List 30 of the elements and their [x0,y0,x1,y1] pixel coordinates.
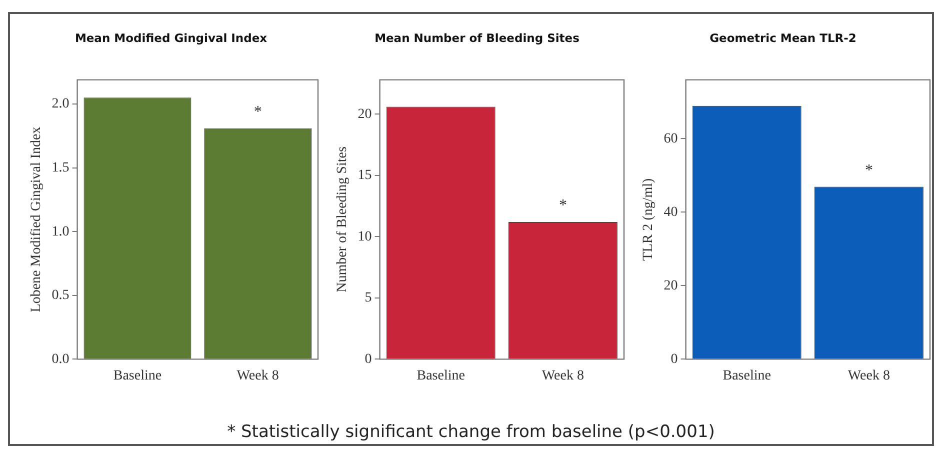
x-tick-label: Week 8 [542,368,584,384]
chart-title: Mean Number of Bleeding Sites [374,30,580,45]
x-tick-label: Week 8 [236,368,279,384]
chart-title: Mean Modified Gingival Index [74,30,268,45]
text: * Statistically significant change from baseline (p<0.001) [226,422,716,442]
x-tick-label: Baseline [113,368,162,384]
annotation: * [254,103,262,120]
x-tick-label: Baseline [722,368,771,384]
y-axis-title: Lobene Modified Gingival Index [29,126,44,312]
annotation: * [864,162,873,179]
y-tick-label: 0.5 [52,288,70,304]
y-axis-title: TLR 2 (ng/ml) [641,178,656,261]
y-tick-label: 60 [664,131,678,146]
y-axis-title: Number of Bleeding Sites [335,146,350,292]
annotation: * [558,197,567,214]
y-tick-label: 1.0 [52,224,70,240]
y-tick-label: 15 [358,168,372,184]
y-tick-label: 20 [664,278,678,294]
y-tick-label: 40 [664,204,678,220]
y-tick-label: 10 [358,229,372,244]
chart-title: Geometric Mean TLR-2 [710,30,856,45]
y-tick-label: 0 [364,352,372,367]
y-tick-label: 1.5 [52,160,70,176]
y-tick-label: 0 [670,352,678,367]
y-tick-label: 0.0 [52,352,70,367]
y-tick-label: 5 [364,290,372,306]
x-tick-label: Week 8 [848,368,890,384]
y-tick-label: 2.0 [52,96,70,112]
y-tick-label: 20 [358,106,372,122]
x-tick-label: Baseline [416,368,465,384]
